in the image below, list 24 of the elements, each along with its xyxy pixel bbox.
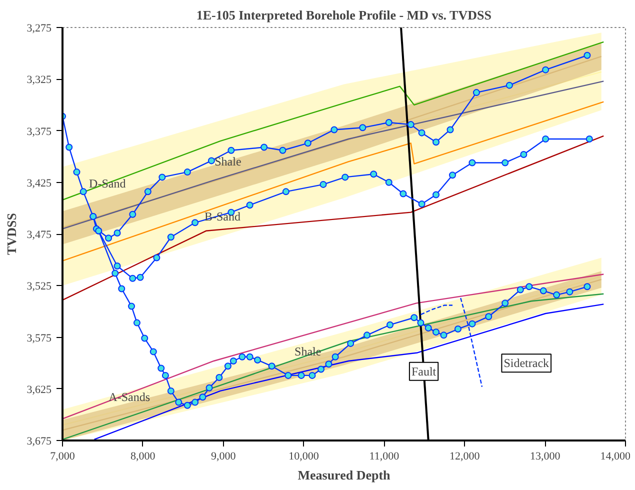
annotation: Sidetrack bbox=[504, 356, 550, 370]
annotation: Shale bbox=[294, 344, 322, 359]
x-tick-label: 8,000 bbox=[130, 450, 156, 462]
x-tick-label: 7,000 bbox=[50, 450, 76, 462]
y-tick-label: 3,625 bbox=[26, 384, 52, 396]
x-axis-title: Measured Depth bbox=[298, 468, 392, 482]
y-tick-label: 3,425 bbox=[26, 177, 52, 190]
y-tick-label: 3,475 bbox=[26, 229, 52, 241]
x-tick-label: 10,000 bbox=[288, 450, 320, 462]
annotation: Shale bbox=[214, 154, 242, 169]
annotation: Fault bbox=[411, 364, 437, 378]
y-tick-label: 3,675 bbox=[26, 436, 52, 448]
x-tick-label: 14,000 bbox=[600, 450, 631, 462]
chart-title: 1E-105 Interpreted Borehole Profile - MD vs. TVDSS bbox=[196, 8, 492, 22]
y-axis-title: TVDSS bbox=[4, 213, 19, 255]
y-tick-label: 3,525 bbox=[26, 280, 52, 293]
y-tick-label: 3,275 bbox=[26, 22, 52, 34]
x-tick-label: 9,000 bbox=[210, 450, 236, 462]
x-tick-label: 13,000 bbox=[530, 450, 561, 462]
x-tick-label: 11,000 bbox=[369, 450, 400, 462]
y-tick-label: 3,325 bbox=[26, 74, 52, 86]
x-tick-label: 12,000 bbox=[450, 450, 480, 462]
y-tick-label: 3,375 bbox=[26, 126, 52, 138]
y-tick-label: 3,575 bbox=[26, 332, 52, 344]
